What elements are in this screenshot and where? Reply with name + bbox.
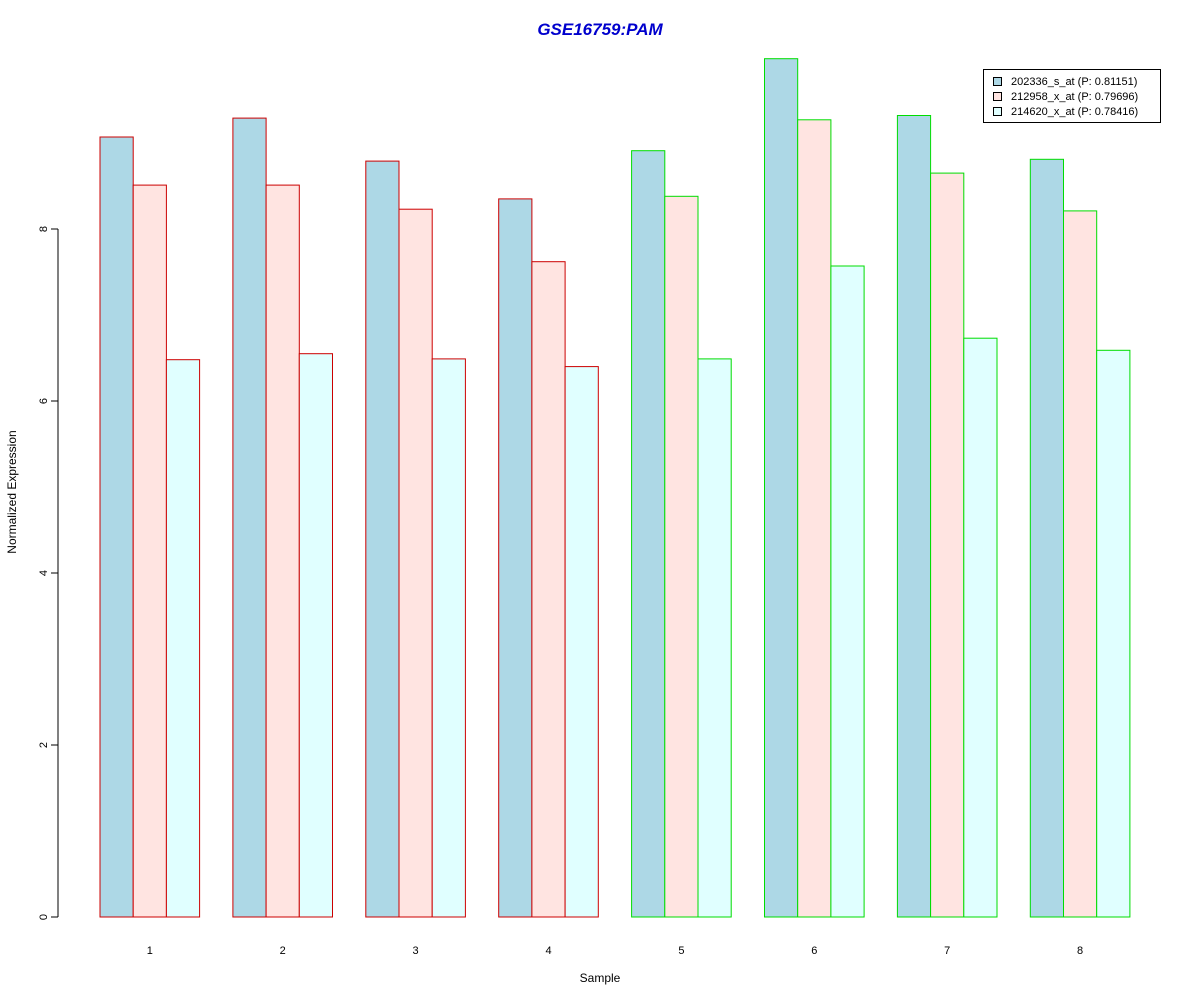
y-tick-label: 2 — [38, 742, 50, 748]
bar — [764, 58, 799, 918]
bar — [298, 353, 333, 918]
legend-label: 202336_s_at (P: 0.81151) — [1011, 75, 1138, 88]
bar — [697, 358, 732, 918]
legend: 202336_s_at (P: 0.81151) 212958_x_at (P:… — [983, 69, 1161, 123]
legend-item: 202336_s_at (P: 0.81151) — [984, 74, 1160, 89]
y-axis-label: Normalized Expression — [5, 430, 19, 554]
bar — [830, 265, 865, 918]
bar — [498, 198, 533, 918]
y-tick-label: 8 — [38, 226, 50, 232]
x-axis: 1 2 3 4 5 6 7 8 — [147, 945, 1083, 957]
x-tick-label: 6 — [811, 945, 817, 957]
bar — [797, 119, 832, 918]
bar — [1096, 349, 1131, 918]
bar — [963, 337, 998, 918]
y-tick-label: 4 — [38, 570, 50, 576]
x-tick-label: 4 — [545, 945, 551, 957]
bar — [1029, 158, 1065, 918]
bar — [365, 160, 400, 918]
bar — [930, 172, 965, 918]
bar — [664, 195, 699, 918]
bar — [1063, 210, 1098, 918]
x-tick-label: 3 — [413, 945, 419, 957]
legend-item: 212958_x_at (P: 0.79696) — [984, 89, 1160, 104]
bar — [398, 208, 433, 918]
bars-layer — [99, 58, 1131, 918]
chart-title: GSE16759:PAM — [537, 20, 663, 39]
bar — [431, 358, 466, 918]
bar — [265, 184, 300, 918]
x-tick-label: 7 — [944, 945, 950, 957]
x-tick-label: 8 — [1077, 945, 1083, 957]
legend-swatch — [993, 77, 1002, 86]
bar — [99, 136, 134, 918]
y-tick-label: 0 — [38, 914, 50, 920]
legend-swatch — [993, 107, 1002, 116]
legend-label: 212958_x_at (P: 0.79696) — [1011, 90, 1139, 103]
y-tick-label: 6 — [38, 398, 50, 404]
y-axis: 0 2 4 6 8 — [38, 226, 59, 920]
bar — [896, 115, 932, 918]
bar — [165, 359, 201, 918]
x-axis-label: Sample — [579, 971, 621, 985]
bar — [531, 261, 566, 918]
legend-label: 214620_x_at (P: 0.78416) — [1011, 105, 1139, 118]
bar — [631, 150, 666, 918]
x-tick-label: 1 — [147, 945, 153, 957]
bar — [132, 184, 167, 918]
legend-item: 214620_x_at (P: 0.78416) — [984, 104, 1160, 119]
bar — [564, 366, 599, 918]
x-tick-label: 2 — [280, 945, 286, 957]
x-tick-label: 5 — [678, 945, 684, 957]
bar — [232, 117, 267, 918]
legend-swatch — [993, 92, 1002, 101]
